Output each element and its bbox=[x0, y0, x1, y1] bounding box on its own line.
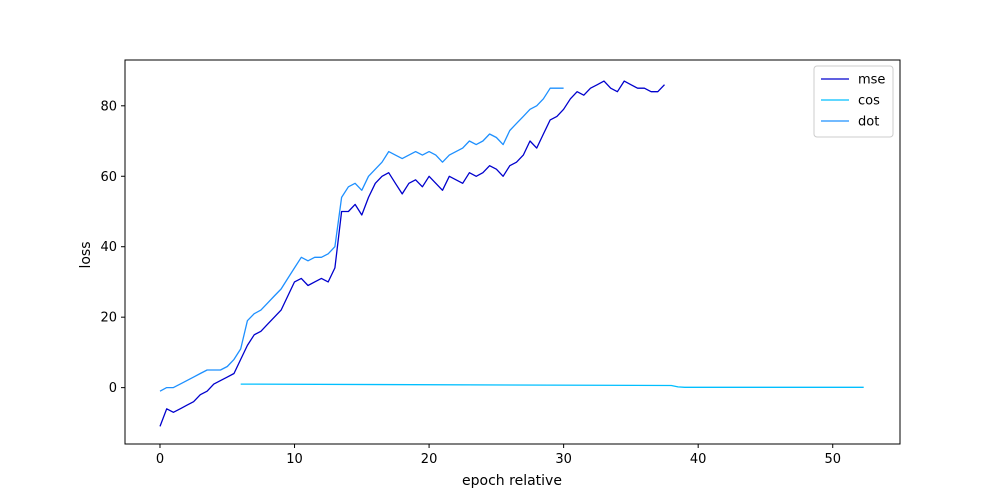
y-tick-label: 80 bbox=[100, 99, 117, 114]
legend-label-mse: mse bbox=[858, 73, 885, 88]
legend: mse cos dot bbox=[813, 65, 894, 138]
legend-label-cos: cos bbox=[858, 94, 880, 109]
legend-label-dot: dot bbox=[858, 115, 879, 130]
x-tick-label: 40 bbox=[690, 452, 707, 467]
x-tick-label: 30 bbox=[555, 452, 572, 467]
axes-layer: 0 10 20 30 40 50 0 20 40 60 80 bbox=[100, 59, 901, 467]
series-line-dot bbox=[159, 87, 564, 392]
y-tick-label: 60 bbox=[100, 170, 117, 185]
axes-frame bbox=[124, 59, 901, 445]
x-tick-label: 10 bbox=[286, 452, 303, 467]
series-line-mse bbox=[159, 80, 665, 427]
x-tick-label: 50 bbox=[824, 452, 841, 467]
plot-area bbox=[159, 80, 864, 427]
y-tick-label: 20 bbox=[100, 311, 117, 326]
y-tick-label: 0 bbox=[109, 381, 117, 396]
x-tick-label: 20 bbox=[421, 452, 438, 467]
x-axis-title: epoch relative bbox=[462, 473, 562, 489]
series-line-cos bbox=[240, 383, 864, 388]
legend-box bbox=[813, 65, 894, 138]
y-tick-label: 40 bbox=[100, 240, 117, 255]
y-axis-title: loss bbox=[78, 241, 94, 268]
x-tick-label: 0 bbox=[156, 452, 164, 467]
